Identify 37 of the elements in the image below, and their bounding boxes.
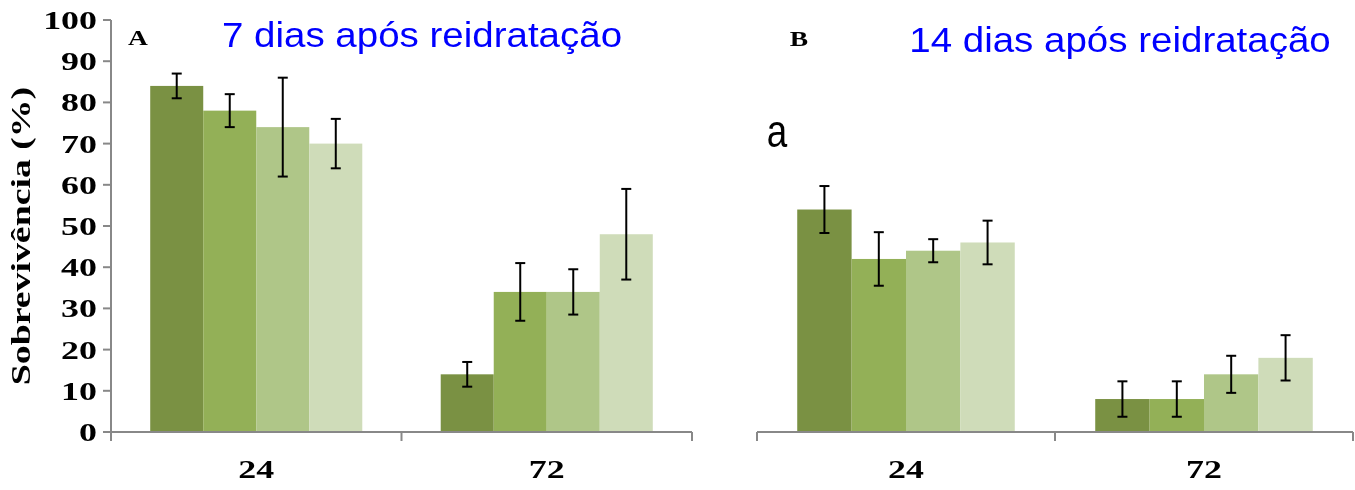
y-tick-label: 70 xyxy=(61,129,97,159)
bar xyxy=(440,374,494,432)
y-tick-label: 20 xyxy=(61,335,97,365)
bar xyxy=(797,209,852,432)
x-tick-label: 24 xyxy=(888,454,925,484)
y-tick-label: 30 xyxy=(61,294,97,324)
annotation: A xyxy=(128,25,148,50)
bar xyxy=(1258,357,1313,432)
annotation: B xyxy=(789,26,809,51)
x-tick-label: 72 xyxy=(528,454,565,484)
y-tick-label: 80 xyxy=(61,88,97,118)
bar xyxy=(851,258,906,432)
y-tick-label: 10 xyxy=(61,376,97,406)
annotation: a xyxy=(766,105,788,157)
bar xyxy=(150,85,204,432)
y-tick-label: 90 xyxy=(61,46,97,77)
chart-title: 14 dias após reidratação xyxy=(909,20,1331,60)
x-tick-label: 72 xyxy=(1186,454,1222,484)
bar xyxy=(546,291,600,432)
chart-title: 7 dias após reidratação xyxy=(221,15,623,55)
bar xyxy=(1149,399,1204,432)
y-tick-label: 50 xyxy=(61,211,97,241)
y-tick-label: 40 xyxy=(61,252,97,283)
bar xyxy=(256,127,310,432)
bar xyxy=(960,242,1015,432)
y-tick-label: 0 xyxy=(79,417,97,447)
bar xyxy=(309,143,363,432)
bar xyxy=(203,110,257,432)
bar xyxy=(493,291,547,432)
bar xyxy=(1204,374,1259,432)
x-tick-label: 24 xyxy=(238,454,275,484)
bar xyxy=(906,250,961,432)
bar xyxy=(599,234,653,432)
y-tick-label: 60 xyxy=(61,170,97,200)
y-axis-title: Sobrevivência (%) xyxy=(6,86,37,386)
bar xyxy=(1095,399,1150,432)
y-tick-label: 100 xyxy=(43,5,97,35)
